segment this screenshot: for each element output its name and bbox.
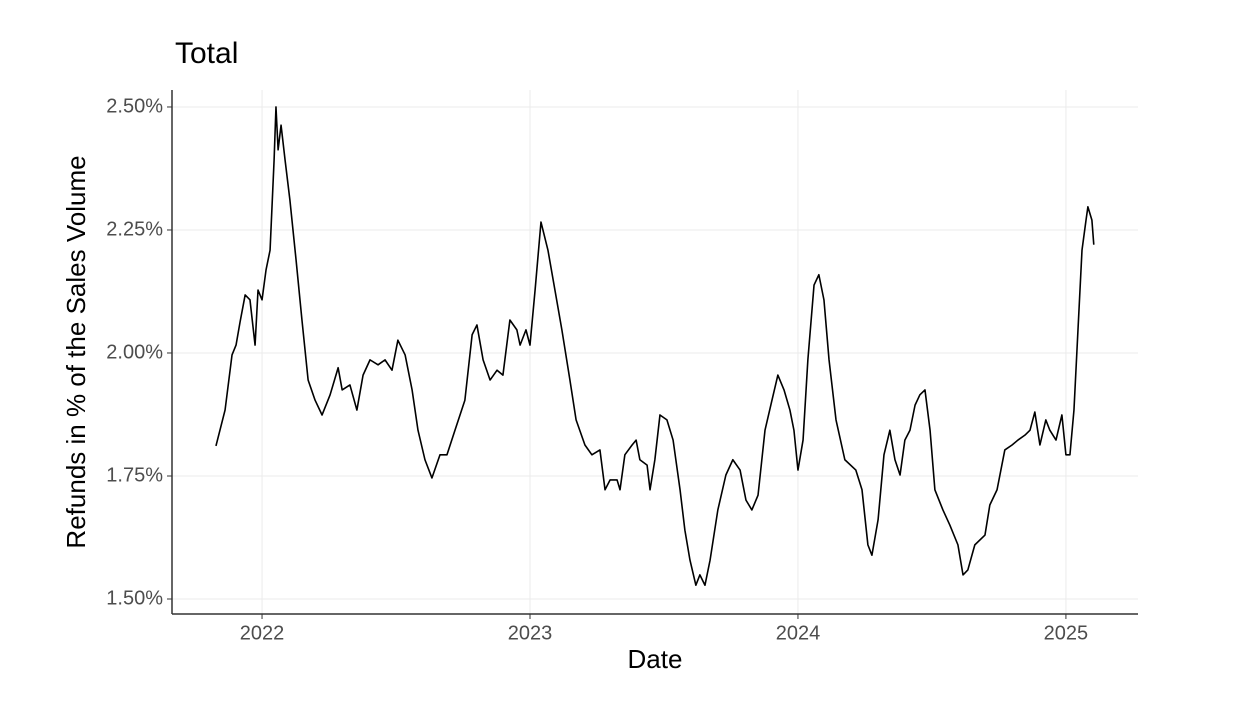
x-tick-label: 2022: [240, 622, 285, 644]
x-tick-label: 2025: [1044, 622, 1089, 644]
x-tick-label: 2024: [776, 622, 821, 644]
y-tick-label: 1.75%: [106, 464, 163, 486]
x-tick-label: 2023: [508, 622, 553, 644]
chart-title: Total: [175, 37, 238, 70]
y-tick-label: 2.50%: [106, 95, 163, 117]
y-axis-title: Refunds in % of the Sales Volume: [61, 155, 91, 548]
x-axis-title: Date: [628, 644, 683, 674]
y-tick-label: 2.25%: [106, 218, 163, 240]
y-tick-label: 2.00%: [106, 341, 163, 363]
line: [215, 106, 1095, 587]
y-tick-label: 1.50%: [106, 587, 163, 609]
